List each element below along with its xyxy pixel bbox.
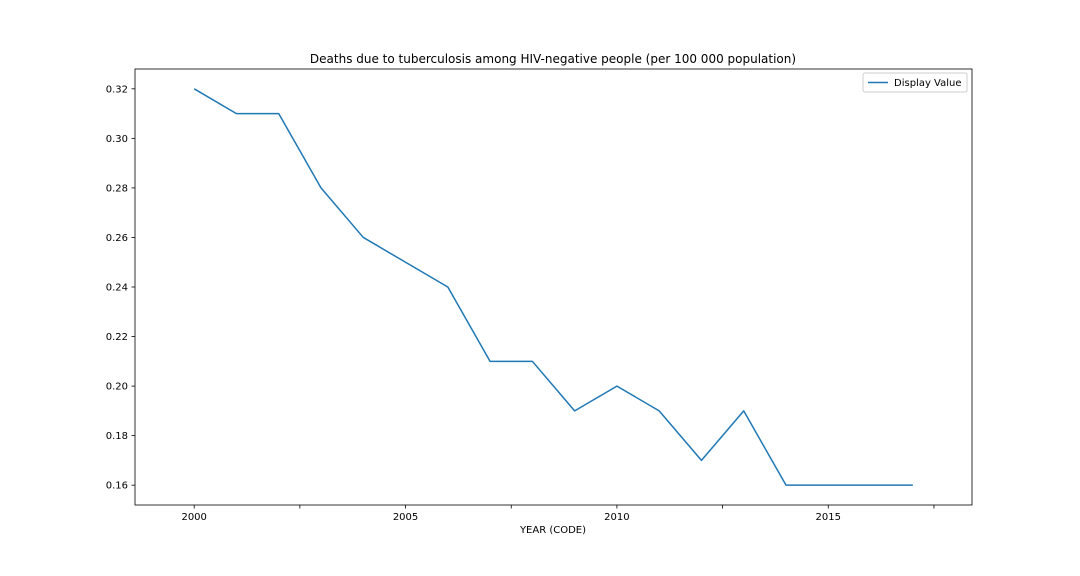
y-tick-label: 0.30 <box>106 134 128 145</box>
plot-area <box>135 69 972 505</box>
x-axis-label: YEAR (CODE) <box>519 525 586 536</box>
x-tick-label: 2010 <box>604 512 629 523</box>
chart-title: Deaths due to tuberculosis among HIV-neg… <box>310 52 796 66</box>
y-tick-label: 0.28 <box>106 183 128 194</box>
y-tick-label: 0.20 <box>106 382 128 393</box>
x-tick-label: 2000 <box>181 512 206 523</box>
y-tick-label: 0.32 <box>106 84 128 95</box>
x-tick-label: 2015 <box>816 512 841 523</box>
y-tick-label: 0.24 <box>106 283 128 294</box>
legend-entry: Display Value <box>894 78 962 89</box>
y-tick-label: 0.22 <box>106 332 128 343</box>
plot-frame <box>134 68 973 506</box>
series-layer <box>193 88 913 486</box>
series-line <box>193 88 913 486</box>
x-axis: 2000 2005 2010 2015 <box>181 505 935 523</box>
y-axis: 0.16 0.18 0.20 0.22 0.24 0.26 0.28 0.30 0.32 <box>106 84 135 492</box>
y-tick-label: 0.26 <box>106 233 128 244</box>
y-tick-label: 0.16 <box>106 481 128 492</box>
y-tick-label: 0.18 <box>106 431 128 442</box>
legend: Display Value <box>862 72 968 93</box>
x-tick-label: 2005 <box>393 512 418 523</box>
legend-box <box>862 72 968 93</box>
